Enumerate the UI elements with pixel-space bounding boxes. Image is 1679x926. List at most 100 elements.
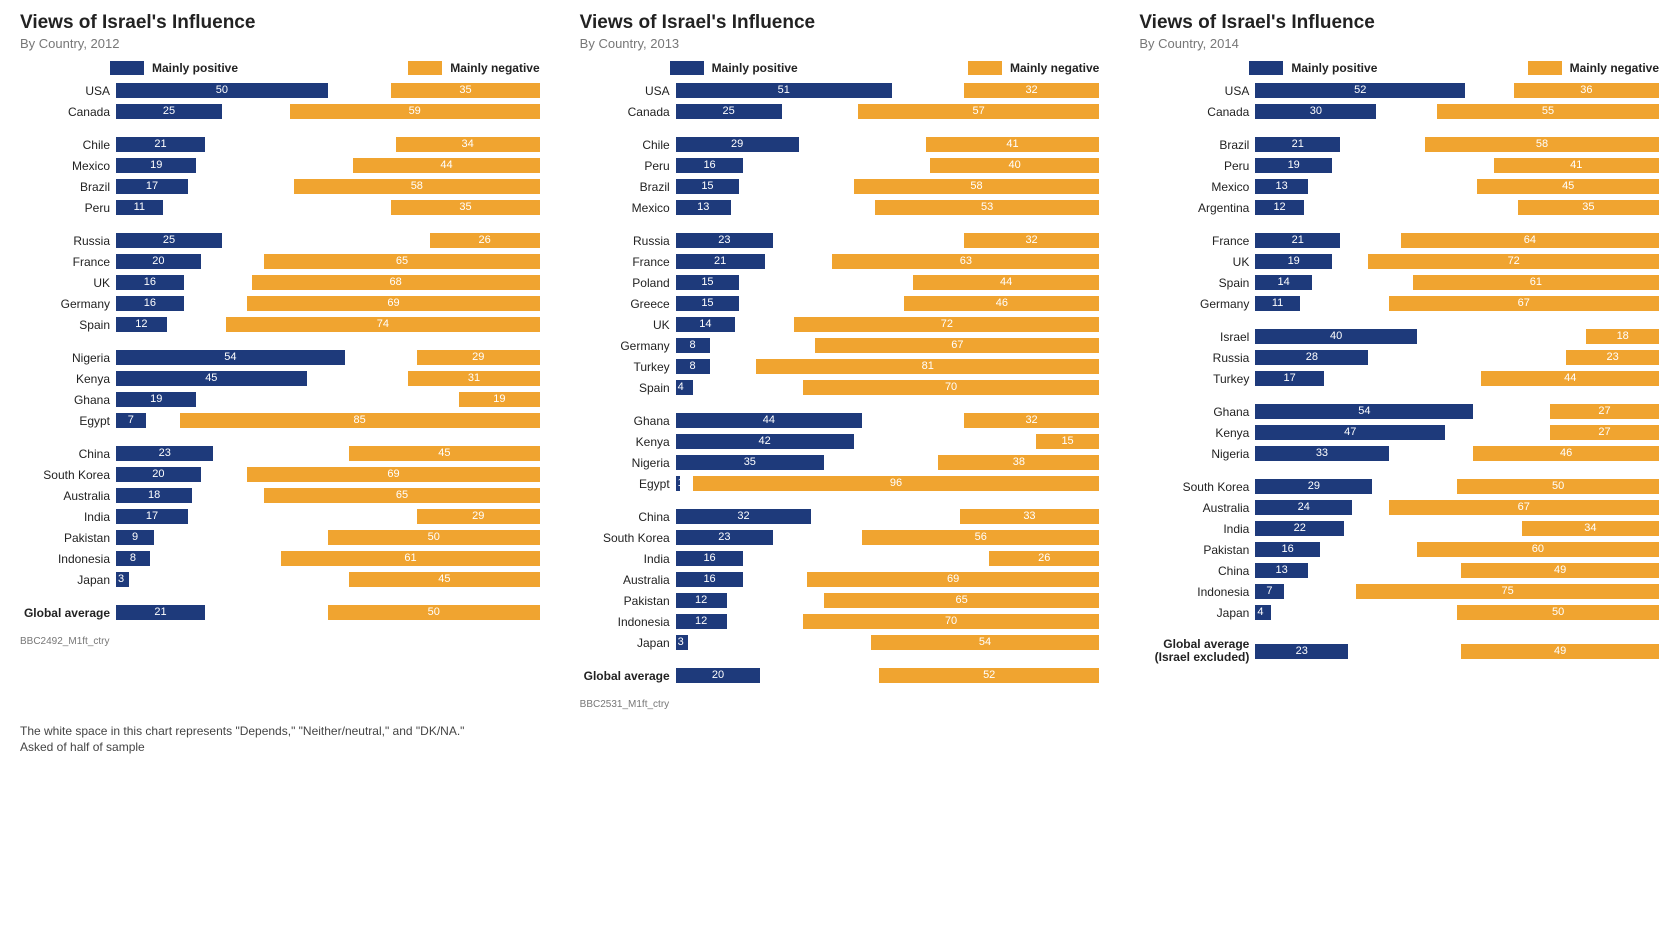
row-label: Russia [20,234,116,248]
bars-container: 2526 [116,231,540,250]
bars-container: 2069 [116,465,540,484]
bar-positive: 54 [116,350,345,365]
data-row: Mexico1353 [580,198,1100,217]
row-label: Poland [580,276,676,290]
row-label: Peru [1139,159,1255,173]
row-label: France [1139,234,1255,248]
bar-negative: 60 [1417,542,1659,557]
bar-positive: 35 [676,455,824,470]
bars-container: 196 [676,474,1100,493]
bar-positive: 16 [116,296,184,311]
bar-negative: 50 [328,530,540,545]
bar-positive: 14 [1255,275,1312,290]
bar-positive: 19 [1255,158,1332,173]
bars-container: 1353 [676,198,1100,217]
bar-negative: 34 [1522,521,1659,536]
data-row: Australia1865 [20,486,540,505]
bars-container: 2234 [1255,519,1659,538]
row-label: India [20,510,116,524]
bars-container: 2134 [116,135,540,154]
row-label: Russia [580,234,676,248]
row-label: Japan [1139,606,1255,620]
legend-negative-label: Mainly negative [1570,61,1659,75]
row-label: Kenya [1139,426,1255,440]
swatch-positive [670,61,704,75]
bars-container: 861 [116,549,540,568]
bar-positive: 15 [676,179,740,194]
data-row: Greece1546 [580,294,1100,313]
bar-positive: 11 [1255,296,1299,311]
row-label: Ghana [20,393,116,407]
bars-container: 470 [676,378,1100,397]
footnotes: The white space in this chart represents… [20,724,1659,754]
bar-positive: 29 [676,137,799,152]
bar-negative: 65 [264,488,539,503]
row-label: Spain [1139,276,1255,290]
row-label: Global average [20,606,116,620]
bars-container: 1626 [676,549,1100,568]
bar-positive: 40 [1255,329,1416,344]
bar-negative: 41 [926,137,1100,152]
row-label: USA [1139,84,1255,98]
bar-negative: 50 [1457,479,1659,494]
panel-subtitle: By Country, 2014 [1139,36,1659,51]
row-label: Germany [580,339,676,353]
bar-positive: 44 [676,413,862,428]
bar-positive: 20 [116,254,201,269]
bar-negative: 50 [1457,605,1659,620]
panel-title: Views of Israel's Influence [580,12,1100,34]
bar-negative: 26 [430,233,540,248]
bar-positive: 30 [1255,104,1376,119]
group-1: Brazil2158Peru1941Mexico1345Argentina123… [1139,135,1659,217]
bars-container: 2065 [116,252,540,271]
bars-container: 4531 [116,369,540,388]
row-label: Peru [20,201,116,215]
row-label: South Korea [1139,480,1255,494]
group-0: USA5132Canada2557 [580,81,1100,121]
data-row: India1626 [580,549,1100,568]
row-label: Canada [1139,105,1255,119]
bar-negative: 53 [875,200,1100,215]
row-label: Nigeria [20,351,116,365]
bars-container: 2158 [1255,135,1659,154]
row-label: Turkey [580,360,676,374]
bar-negative: 26 [989,551,1099,566]
bar-positive: 23 [116,446,213,461]
bar-negative: 65 [264,254,539,269]
row-label: Nigeria [580,456,676,470]
bar-positive: 21 [1255,233,1340,248]
row-label: Pakistan [20,531,116,545]
group-5: Global average2150 [20,603,540,622]
data-row: France2065 [20,252,540,271]
panel-2: Views of Israel's InfluenceBy Country, 2… [1139,12,1659,680]
row-label: Brazil [580,180,676,194]
bars-container: 775 [1255,582,1659,601]
bars-container: 5429 [116,348,540,367]
row-label: Chile [580,138,676,152]
bar-positive: 24 [1255,500,1352,515]
group-2: Russia2332France2163Poland1544Greece1546… [580,231,1100,397]
bar-negative: 67 [1389,500,1659,515]
row-label: Nigeria [1139,447,1255,461]
panel-subtitle: By Country, 2013 [580,36,1100,51]
row-label: UK [20,276,116,290]
data-row: Indonesia1270 [580,612,1100,631]
group-4: Ghana5427Kenya4727Nigeria3346 [1139,402,1659,463]
data-row: Nigeria5429 [20,348,540,367]
bar-positive: 16 [676,551,744,566]
bars-container: 2356 [676,528,1100,547]
bars-container: 785 [116,411,540,430]
bar-negative: 69 [247,467,539,482]
row-label: Indonesia [20,552,116,566]
data-row: Turkey1744 [1139,369,1659,388]
bar-positive: 33 [1255,446,1388,461]
row-label: Turkey [1139,372,1255,386]
bar-positive: 52 [1255,83,1465,98]
row-label: Mexico [20,159,116,173]
bars-container: 5035 [116,81,540,100]
bar-positive: 8 [676,359,710,374]
bar-positive: 21 [116,605,205,620]
bar-negative: 74 [226,317,540,332]
data-row: Russia2332 [580,231,1100,250]
bars-container: 1461 [1255,273,1659,292]
